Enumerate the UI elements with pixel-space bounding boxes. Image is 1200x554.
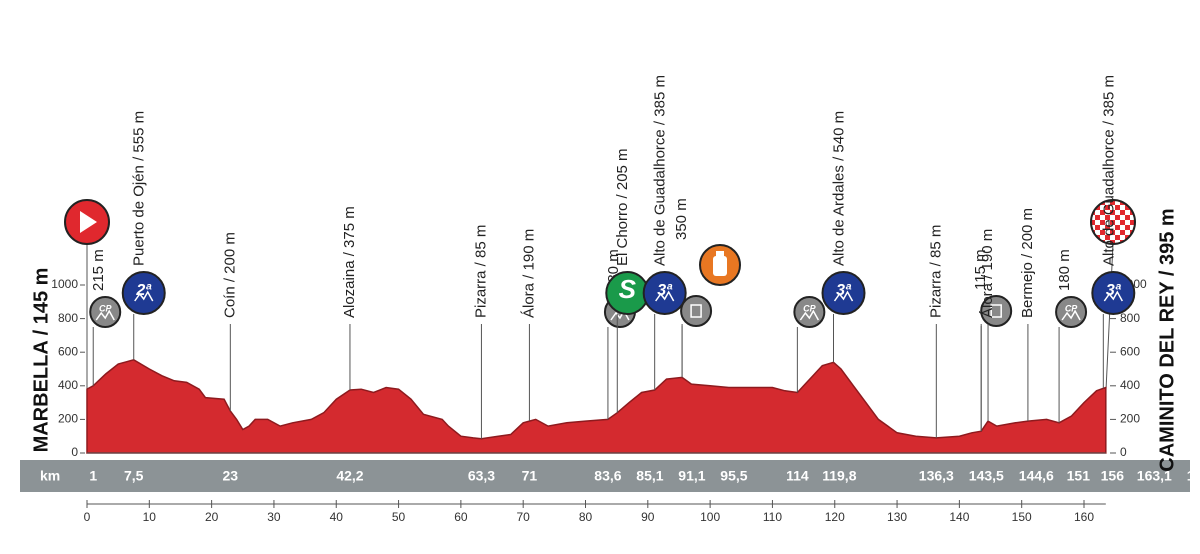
waypoint-label: Pizarra / 85 m xyxy=(927,225,944,318)
km-label: 151 xyxy=(1067,468,1091,484)
badge-mountain xyxy=(655,290,675,302)
feed-zone-icon xyxy=(699,244,741,286)
x-tick-label: 20 xyxy=(205,510,219,524)
finish-icon xyxy=(1090,199,1136,391)
waypoint-label: Alto de Guadalhorce / 385 m xyxy=(652,75,669,266)
waypoint-label: Alto de Guadalhorce / 385 m xyxy=(1100,75,1117,266)
x-tick-label: 160 xyxy=(1074,510,1094,524)
x-tick-label: 90 xyxy=(641,510,655,524)
badge-mountain xyxy=(1103,290,1123,302)
km-label: 136,3 xyxy=(919,468,954,484)
km-label: 63,3 xyxy=(468,468,495,484)
y-tick-label: 400 xyxy=(58,378,78,392)
km-label: 95,5 xyxy=(720,468,747,484)
km-strip xyxy=(20,460,1190,492)
badge-mountain xyxy=(799,309,820,321)
waypoint-label: Álora / 190 m xyxy=(520,229,537,318)
km-label: 71 xyxy=(522,468,538,484)
badge-icon xyxy=(121,271,166,315)
badge-text: CP xyxy=(1065,303,1078,313)
waypoint-label: Alto de Ardales / 540 m xyxy=(830,111,847,266)
x-tick-label: 110 xyxy=(763,510,782,524)
km-label: 85,1 xyxy=(636,468,663,484)
badge-icon xyxy=(89,296,122,328)
y2-tick-label: 600 xyxy=(1120,344,1140,358)
badge-icon xyxy=(821,271,866,315)
km-label: 119,8 xyxy=(822,468,856,484)
x-tick-label: 50 xyxy=(392,510,406,524)
y-tick-label: 0 xyxy=(71,445,78,459)
profile-area xyxy=(86,358,1107,454)
waypoint-label: El Chorro / 205 m xyxy=(614,148,631,266)
badge-mountain xyxy=(134,290,154,302)
waypoint-label: Pizarra / 85 m xyxy=(472,225,489,318)
badge-mountain xyxy=(1061,309,1081,321)
km-label: 83,6 xyxy=(594,468,621,484)
km-label: 23 xyxy=(223,468,239,484)
waypoint-label: Bermejo / 200 m xyxy=(1019,208,1036,318)
x-tick-label: 40 xyxy=(330,510,344,524)
y2-tick-label: 0 xyxy=(1120,445,1127,459)
waste-bin xyxy=(990,304,1002,318)
y2-tick-label: 400 xyxy=(1120,378,1140,392)
km-label: 1 xyxy=(89,468,97,484)
x-tick-label: 100 xyxy=(700,510,720,524)
x-tick-label: 10 xyxy=(143,510,157,524)
x-tick-label: 30 xyxy=(267,510,281,524)
start-label: MARBELLA / 145 m xyxy=(30,268,52,453)
waypoint-label: 215 m xyxy=(90,249,107,291)
km-label: 42,2 xyxy=(336,468,363,484)
x-tick-label: 140 xyxy=(949,510,969,524)
badge-icon xyxy=(642,271,687,315)
km-label: 7,5 xyxy=(124,468,144,484)
km-unit: km xyxy=(40,468,60,484)
badge-text: CP xyxy=(803,303,816,313)
y-tick-label: 200 xyxy=(58,412,78,426)
y-tick-label: 600 xyxy=(58,344,78,358)
km-label: 114 xyxy=(786,468,809,484)
waypoint-label: 115 m xyxy=(972,249,989,290)
badge-text: CP xyxy=(99,303,112,313)
waypoint-label: 350 m xyxy=(673,198,690,240)
y2-tick-label: 200 xyxy=(1120,412,1140,426)
badge-mountain xyxy=(95,309,115,321)
x-tick-label: 60 xyxy=(454,510,468,524)
waypoint-label: 180 m xyxy=(1056,249,1073,291)
badge-mountain xyxy=(833,290,854,302)
finish-label: CAMINITO DEL REY / 395 m xyxy=(1156,208,1178,471)
badge-icon xyxy=(1091,271,1136,315)
waste-icon xyxy=(680,295,713,327)
waypoint-label: Coín / 200 m xyxy=(221,232,238,318)
start-icon xyxy=(64,199,110,390)
km-label: 91,1 xyxy=(678,468,705,484)
km-label: 144,6 xyxy=(1019,468,1054,484)
waypoint-label: Puerto de Ojén / 555 m xyxy=(131,111,148,266)
km-label: 143,5 xyxy=(969,468,1004,484)
y2-tick-label: 800 xyxy=(1120,311,1140,325)
x-tick-label: 130 xyxy=(887,510,907,524)
badge-icon xyxy=(793,296,826,328)
waste-zone-icons xyxy=(680,295,1013,327)
x-tick-label: 120 xyxy=(825,510,845,524)
x-tick-label: 70 xyxy=(517,510,531,524)
y-tick-label: 1000 xyxy=(51,277,78,291)
waste-bin xyxy=(690,304,702,318)
badge-text: S xyxy=(619,274,637,304)
km-label: 163,5 xyxy=(1187,468,1200,484)
x-tick-label: 80 xyxy=(579,510,593,524)
km-label: 156 xyxy=(1101,468,1125,484)
x-tick-label: 150 xyxy=(1012,510,1032,524)
waypoint-label: Alozaina / 375 m xyxy=(341,206,358,318)
km-label: 163,1 xyxy=(1137,468,1172,484)
waypoint-label: Álora / 190 m xyxy=(979,229,996,318)
y-tick-label: 800 xyxy=(58,311,78,325)
waste-icon xyxy=(980,295,1013,327)
x-tick-label: 0 xyxy=(84,510,91,524)
badge-icon xyxy=(1055,296,1088,328)
